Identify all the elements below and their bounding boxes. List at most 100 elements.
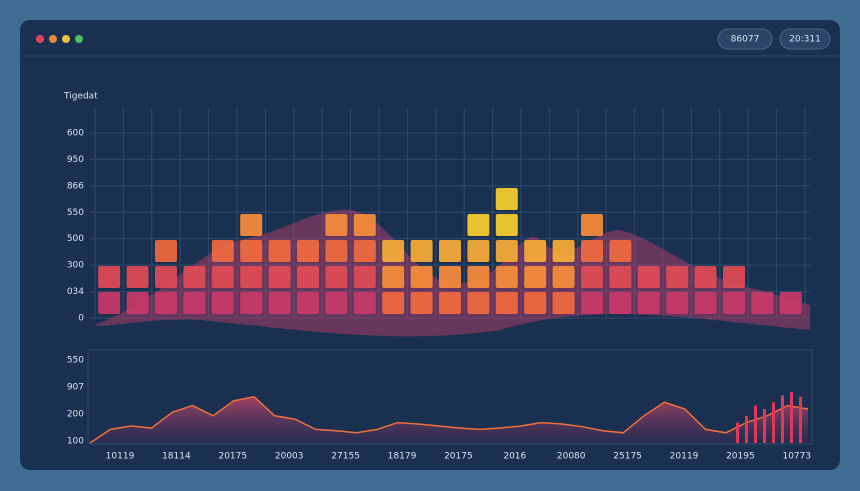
cell xyxy=(495,188,518,210)
column xyxy=(751,292,774,314)
x-tick-label: 2016 xyxy=(503,452,526,462)
cell xyxy=(410,266,433,288)
cell xyxy=(666,266,689,288)
y-tick-label: 500 xyxy=(67,234,84,244)
x-tick-label: 25175 xyxy=(613,452,642,462)
badge-text: 20:311 xyxy=(789,35,821,45)
column xyxy=(240,214,263,314)
cell xyxy=(609,240,632,262)
column xyxy=(467,214,490,314)
x-tick-label: 27155 xyxy=(331,452,360,462)
cell xyxy=(524,266,547,288)
column xyxy=(98,266,121,314)
cell xyxy=(666,292,689,314)
cell xyxy=(353,266,376,288)
cell xyxy=(609,292,632,314)
cell xyxy=(155,292,177,314)
cell xyxy=(694,292,717,314)
badge-text: 86077 xyxy=(731,35,760,45)
bar xyxy=(736,422,739,443)
cell xyxy=(325,292,348,314)
bar xyxy=(763,409,766,443)
cell xyxy=(723,292,745,314)
cell xyxy=(467,214,490,236)
column xyxy=(126,266,149,314)
column xyxy=(382,240,405,314)
column xyxy=(779,292,802,314)
x-tick-label: 18114 xyxy=(162,452,191,462)
cell xyxy=(495,266,518,288)
cell xyxy=(382,266,405,288)
x-tick-label: 20175 xyxy=(218,452,247,462)
cell xyxy=(751,292,774,314)
column xyxy=(723,266,745,314)
cell xyxy=(637,292,660,314)
cell xyxy=(524,240,547,262)
x-tick-label: 20119 xyxy=(670,452,699,462)
cell xyxy=(439,240,461,262)
cell xyxy=(98,266,121,288)
bar xyxy=(745,415,748,443)
bar xyxy=(754,405,757,443)
cell xyxy=(439,266,461,288)
cell xyxy=(353,214,376,236)
cell xyxy=(211,292,234,314)
cell xyxy=(609,266,632,288)
cell xyxy=(410,240,433,262)
y-tick-label: 300 xyxy=(67,261,84,271)
cell xyxy=(637,266,660,288)
column xyxy=(325,214,348,314)
cell xyxy=(581,240,603,262)
cell xyxy=(552,266,575,288)
chart-title: Tigedat xyxy=(63,92,98,102)
badge[interactable] xyxy=(717,28,773,50)
cell xyxy=(126,266,149,288)
column xyxy=(552,240,575,314)
column xyxy=(581,214,603,314)
cell xyxy=(382,292,405,314)
cell xyxy=(410,292,433,314)
y-tick-label: 100 xyxy=(67,437,84,447)
x-tick-label: 20080 xyxy=(557,452,586,462)
cell xyxy=(211,240,234,262)
x-tick-label: 10773 xyxy=(782,452,811,462)
column xyxy=(155,240,177,314)
cell xyxy=(495,240,518,262)
column xyxy=(211,240,234,314)
cell xyxy=(183,292,206,314)
column xyxy=(297,240,319,314)
x-tick-label: 20195 xyxy=(726,452,755,462)
column xyxy=(637,266,660,314)
bar xyxy=(781,395,784,443)
cell xyxy=(552,240,575,262)
cell xyxy=(297,240,319,262)
badge[interactable] xyxy=(779,28,831,50)
cell xyxy=(581,266,603,288)
cell xyxy=(268,292,291,314)
window-dot xyxy=(49,35,57,43)
column xyxy=(694,266,717,314)
cell xyxy=(325,240,348,262)
cell xyxy=(155,266,177,288)
window-dot xyxy=(36,35,44,43)
cell xyxy=(325,266,348,288)
bar xyxy=(799,396,802,443)
cell xyxy=(126,292,149,314)
cell xyxy=(240,292,263,314)
cell xyxy=(353,292,376,314)
x-tick-label: 20003 xyxy=(275,452,304,462)
column xyxy=(268,240,291,314)
cell xyxy=(581,292,603,314)
cell xyxy=(524,292,547,314)
column xyxy=(183,266,206,314)
area xyxy=(90,396,808,443)
cell xyxy=(467,240,490,262)
bottom-frame xyxy=(87,349,813,445)
cell xyxy=(723,266,745,288)
cell xyxy=(98,292,121,314)
cell xyxy=(353,240,376,262)
y-tick-label: 034 xyxy=(67,287,84,297)
cell xyxy=(467,266,490,288)
